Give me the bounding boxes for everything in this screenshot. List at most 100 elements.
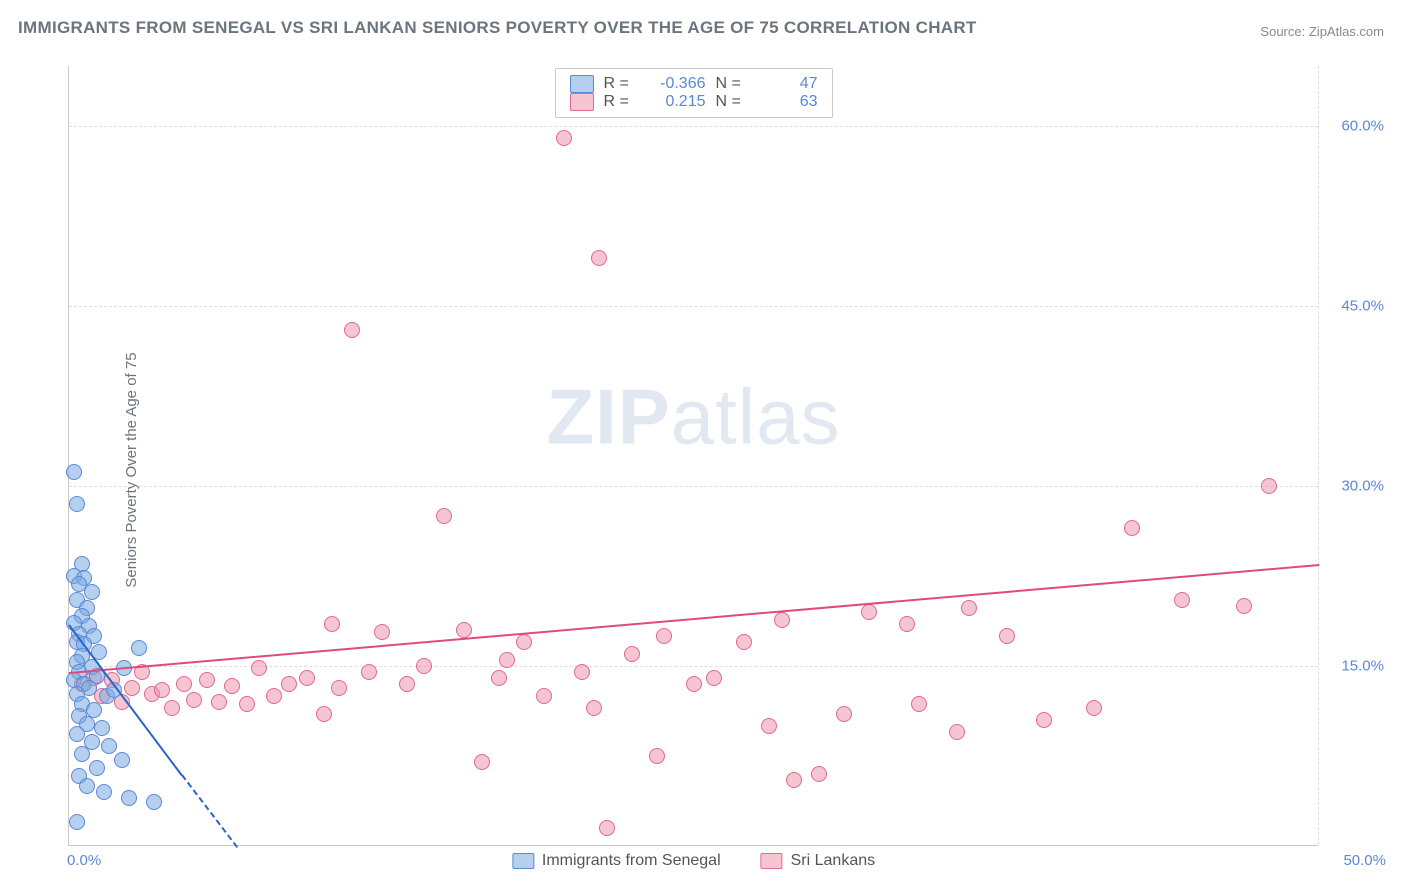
x-tick-min: 0.0%	[67, 852, 101, 869]
scatter-point	[324, 616, 340, 632]
legend-swatch-srilankan	[570, 93, 594, 111]
scatter-point	[911, 696, 927, 712]
legend-row: R = -0.366 N = 47	[570, 75, 818, 93]
plot-area: ZIPatlas R = -0.366 N = 47 R = 0.215 N =…	[68, 66, 1318, 846]
series-legend: Immigrants from Senegal Sri Lankans	[512, 852, 875, 870]
scatter-point	[599, 820, 615, 836]
legend-swatch-senegal	[570, 75, 594, 93]
scatter-point	[736, 634, 752, 650]
correlation-legend: R = -0.366 N = 47 R = 0.215 N = 63	[555, 68, 833, 118]
scatter-point	[281, 676, 297, 692]
scatter-point	[861, 604, 877, 620]
scatter-point	[1236, 598, 1252, 614]
legend-label: Immigrants from Senegal	[542, 852, 721, 869]
legend-swatch-icon	[512, 853, 534, 869]
scatter-point	[69, 726, 85, 742]
scatter-point	[556, 130, 572, 146]
grid-line	[69, 306, 1318, 307]
scatter-point	[836, 706, 852, 722]
scatter-point	[69, 814, 85, 830]
scatter-point	[649, 748, 665, 764]
scatter-point	[961, 600, 977, 616]
scatter-point	[456, 622, 472, 638]
legend-n-value-senegal: 47	[762, 75, 818, 93]
grid-line-vertical	[1318, 66, 1319, 845]
grid-line	[69, 486, 1318, 487]
scatter-point	[344, 322, 360, 338]
scatter-point	[1086, 700, 1102, 716]
legend-r-label: R =	[604, 75, 640, 93]
scatter-point	[199, 672, 215, 688]
source-name: ZipAtlas.com	[1309, 24, 1384, 39]
scatter-point	[224, 678, 240, 694]
scatter-point	[436, 508, 452, 524]
trend-line	[69, 564, 1319, 674]
scatter-point	[1036, 712, 1052, 728]
scatter-point	[164, 700, 180, 716]
source-label: Source:	[1260, 24, 1305, 39]
scatter-point	[114, 752, 130, 768]
scatter-point	[1261, 478, 1277, 494]
legend-n-label: N =	[716, 93, 752, 111]
scatter-point	[591, 250, 607, 266]
grid-line	[69, 126, 1318, 127]
scatter-point	[154, 682, 170, 698]
legend-item-senegal: Immigrants from Senegal	[512, 852, 721, 870]
legend-n-value-srilankan: 63	[762, 93, 818, 111]
scatter-point	[1174, 592, 1190, 608]
scatter-point	[146, 794, 162, 810]
legend-r-label: R =	[604, 93, 640, 111]
scatter-point	[299, 670, 315, 686]
scatter-point	[131, 640, 147, 656]
legend-item-srilankan: Sri Lankans	[761, 852, 876, 870]
scatter-point	[761, 718, 777, 734]
scatter-point	[239, 696, 255, 712]
scatter-point	[374, 624, 390, 640]
scatter-point	[331, 680, 347, 696]
chart-title: IMMIGRANTS FROM SENEGAL VS SRI LANKAN SE…	[18, 18, 977, 38]
scatter-point	[811, 766, 827, 782]
scatter-point	[536, 688, 552, 704]
trend-line	[181, 774, 238, 847]
scatter-point	[96, 784, 112, 800]
watermark-bold: ZIP	[546, 372, 670, 460]
scatter-point	[176, 676, 192, 692]
legend-swatch-icon	[761, 853, 783, 869]
scatter-point	[399, 676, 415, 692]
scatter-point	[186, 692, 202, 708]
scatter-point	[84, 584, 100, 600]
scatter-point	[89, 760, 105, 776]
y-tick-label: 30.0%	[1324, 478, 1384, 495]
scatter-point	[121, 790, 137, 806]
chart-container: Seniors Poverty Over the Age of 75 ZIPat…	[18, 48, 1388, 892]
scatter-point	[706, 670, 722, 686]
scatter-point	[999, 628, 1015, 644]
legend-label: Sri Lankans	[791, 852, 876, 869]
scatter-point	[361, 664, 377, 680]
scatter-point	[251, 660, 267, 676]
scatter-point	[774, 612, 790, 628]
source-attribution: Source: ZipAtlas.com	[1260, 24, 1384, 39]
scatter-point	[949, 724, 965, 740]
scatter-point	[516, 634, 532, 650]
scatter-point	[686, 676, 702, 692]
scatter-point	[124, 680, 140, 696]
x-tick-max: 50.0%	[1326, 852, 1386, 869]
scatter-point	[266, 688, 282, 704]
scatter-point	[101, 738, 117, 754]
scatter-point	[1124, 520, 1140, 536]
y-tick-label: 15.0%	[1324, 658, 1384, 675]
scatter-point	[899, 616, 915, 632]
scatter-point	[316, 706, 332, 722]
scatter-point	[574, 664, 590, 680]
scatter-point	[491, 670, 507, 686]
scatter-point	[69, 496, 85, 512]
scatter-point	[586, 700, 602, 716]
scatter-point	[499, 652, 515, 668]
legend-row: R = 0.215 N = 63	[570, 93, 818, 111]
scatter-point	[74, 746, 90, 762]
y-tick-label: 45.0%	[1324, 298, 1384, 315]
watermark-light: atlas	[671, 372, 841, 460]
watermark: ZIPatlas	[546, 371, 840, 462]
scatter-point	[66, 464, 82, 480]
